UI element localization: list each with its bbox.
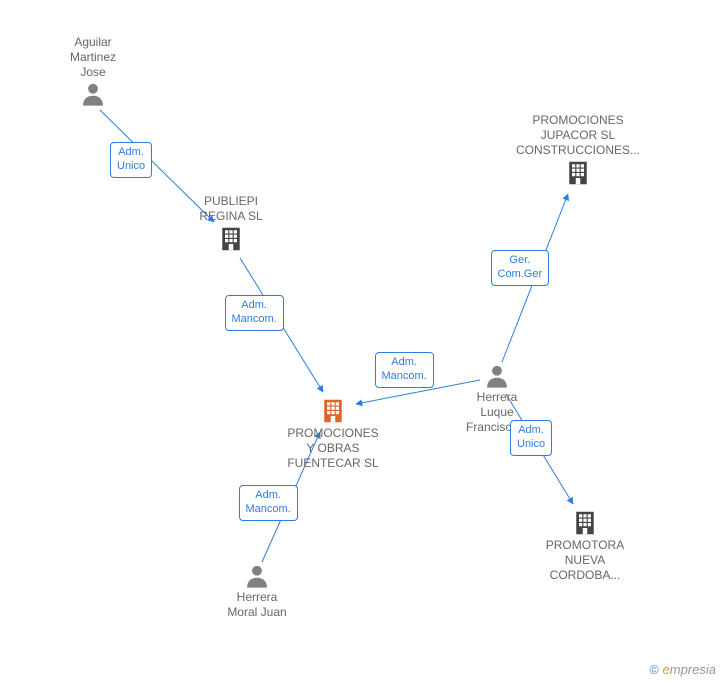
edge-label: Adm. Mancom. bbox=[225, 295, 284, 331]
node-promotora: PROMOTORANUEVACORDOBA... bbox=[545, 508, 625, 583]
node-label: AguilarMartinezJose bbox=[60, 35, 126, 80]
node-moral: HerreraMoral Juan bbox=[217, 562, 297, 620]
building-icon bbox=[318, 396, 348, 426]
brand-rest: mpresia bbox=[670, 662, 716, 677]
node-label: PUBLIEPIREGINA SL bbox=[195, 194, 268, 224]
node-label: PROMOCIONESY OBRASFUENTECAR SL bbox=[286, 426, 380, 471]
person-icon bbox=[243, 562, 271, 590]
node-publiepi: PUBLIEPIREGINA SL bbox=[195, 194, 268, 254]
edge-label: Adm. Unico bbox=[510, 420, 552, 456]
building-icon bbox=[563, 158, 593, 188]
edge-label: Adm. Mancom. bbox=[375, 352, 434, 388]
edge-label: Ger. Com.Ger bbox=[491, 250, 550, 286]
node-aguilar: AguilarMartinezJose bbox=[60, 35, 126, 108]
node-label: HerreraMoral Juan bbox=[217, 590, 297, 620]
edge-label: Adm. Unico bbox=[110, 142, 152, 178]
node-label: PROMOCIONESJUPACOR SLCONSTRUCCIONES... bbox=[514, 113, 643, 158]
copyright-symbol: © bbox=[649, 662, 659, 677]
building-icon bbox=[570, 508, 600, 538]
node-label: PROMOTORANUEVACORDOBA... bbox=[545, 538, 625, 583]
edge-label: Adm. Mancom. bbox=[239, 485, 298, 521]
node-center: PROMOCIONESY OBRASFUENTECAR SL bbox=[286, 396, 380, 471]
person-icon bbox=[483, 362, 511, 390]
building-icon bbox=[216, 224, 246, 254]
watermark: © empresia bbox=[649, 662, 716, 677]
node-jupacor: PROMOCIONESJUPACOR SLCONSTRUCCIONES... bbox=[514, 113, 643, 188]
person-icon bbox=[79, 80, 107, 108]
brand-first-letter: e bbox=[663, 662, 670, 677]
